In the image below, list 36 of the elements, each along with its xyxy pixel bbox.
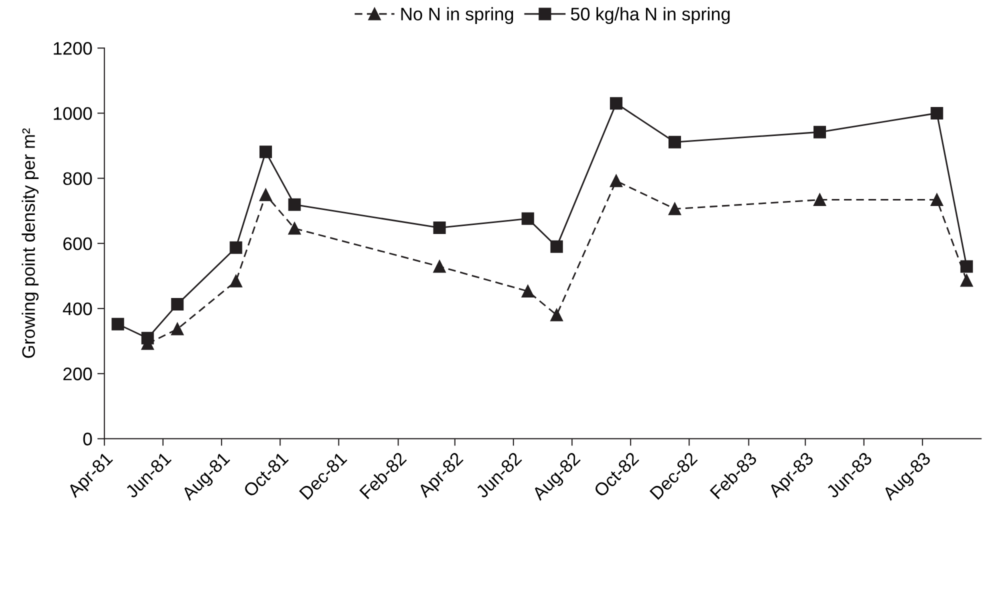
- point: [522, 212, 534, 225]
- point: [288, 222, 301, 235]
- point: [112, 318, 124, 330]
- point: [550, 308, 563, 322]
- point: [668, 202, 682, 216]
- point: [259, 146, 272, 158]
- legend-label: 50 kg/ha N in spring: [570, 7, 730, 24]
- point: [259, 188, 272, 202]
- point: [930, 106, 944, 120]
- point: [522, 285, 534, 298]
- point: [141, 332, 154, 344]
- y-tick-label: 800: [63, 172, 92, 186]
- point: [288, 198, 301, 211]
- point: [610, 97, 622, 110]
- point: [171, 298, 184, 311]
- point: [814, 194, 826, 206]
- point: [171, 322, 184, 336]
- y-tick-label: 400: [62, 302, 92, 316]
- point: [550, 240, 563, 253]
- point: [433, 222, 446, 234]
- y-tick-label: 200: [63, 368, 92, 380]
- y-tick-label: 1000: [54, 107, 92, 120]
- y-tick-label: 600: [63, 237, 92, 250]
- point: [668, 136, 682, 148]
- legend-label: No N in spring: [401, 7, 514, 24]
- y-tick-label: 0: [83, 432, 92, 446]
- point: [930, 194, 944, 206]
- point: [960, 260, 973, 273]
- point: [433, 260, 446, 273]
- point: [230, 274, 242, 288]
- point: [814, 126, 826, 138]
- point: [610, 174, 622, 188]
- y-tick-label: 1200: [54, 42, 92, 55]
- y-axis-title: Growing point density per m²: [22, 128, 39, 358]
- point: [960, 274, 973, 287]
- point: [230, 241, 242, 254]
